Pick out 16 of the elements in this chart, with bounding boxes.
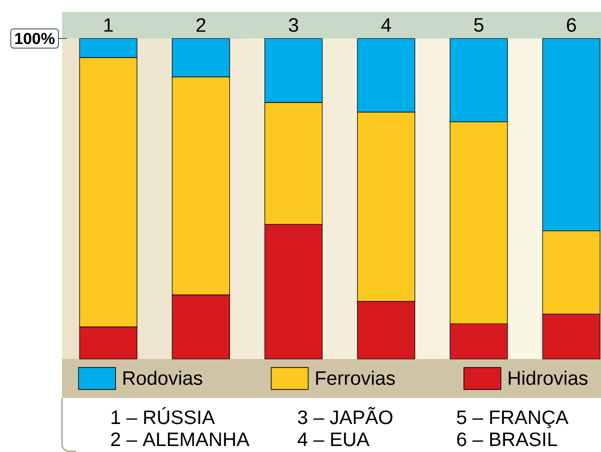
text: 4 – EUA <box>298 432 370 446</box>
text: 2 – ALEMANHA <box>111 432 250 446</box>
x-tick-label: 2 <box>196 18 206 32</box>
text: 6 – BRASIL <box>457 432 558 446</box>
x-tick-label: 1 <box>104 18 113 32</box>
legend-label: Rodovias <box>123 370 202 385</box>
text: 1 – RÚSSIA <box>112 407 215 424</box>
x-tick-label: 5 <box>474 18 484 32</box>
text: 5 – FRANÇA <box>456 410 568 428</box>
x-tick-label: 6 <box>566 18 576 32</box>
x-tick-label: 3 <box>288 18 298 32</box>
legend-label: Hidrovias <box>508 370 588 385</box>
text: 3 – JAPÃO <box>298 406 392 424</box>
text: 100% <box>15 32 55 44</box>
legend-label: Ferrovias <box>316 370 395 385</box>
x-tick-label: 4 <box>381 18 391 32</box>
